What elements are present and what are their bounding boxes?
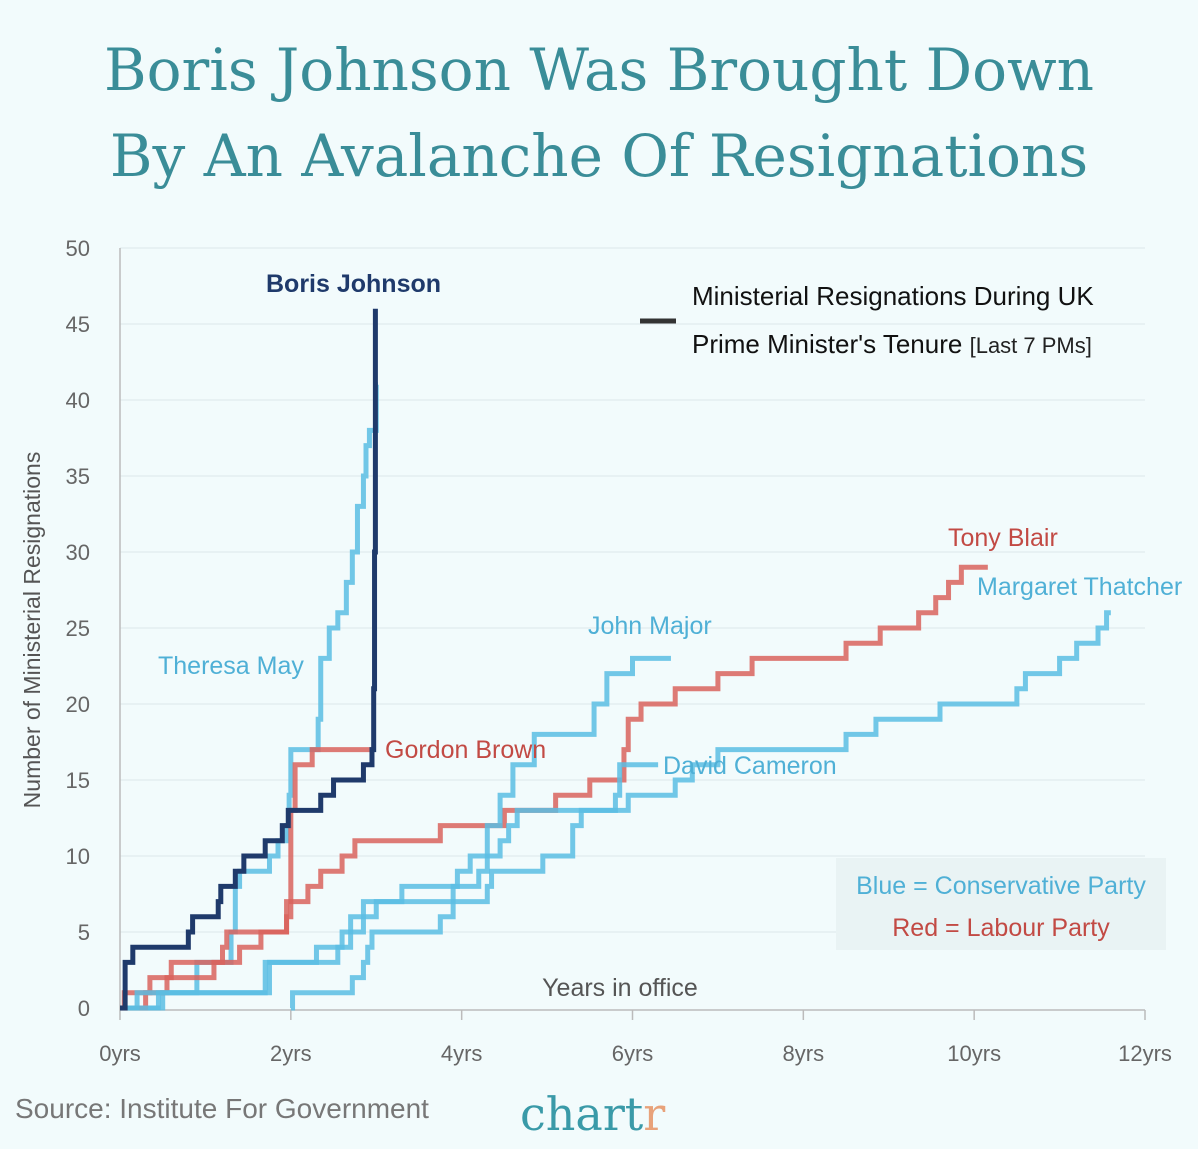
series-lines (120, 308, 1111, 1011)
series-line-john-major (120, 655, 671, 1011)
title-line-2: By An Avalanche Of Resignations (110, 122, 1088, 190)
y-tick-label: 20 (66, 692, 90, 717)
series-line-tony-blair (120, 564, 988, 1011)
y-tick-label: 45 (66, 312, 90, 337)
source-note: Source: Institute For Government (15, 1093, 429, 1124)
x-tick-labels: 0yrs 2yrs 4yrs 6yrs 8yrs 10yrs 12yrs (99, 1010, 1172, 1066)
title-line-1: Boris Johnson Was Brought Down (104, 36, 1094, 104)
series-label-margaret-thatcher: Margaret Thatcher (977, 573, 1182, 601)
x-tick-label: 12yrs (1118, 1041, 1172, 1066)
legend-line-2-text: Prime Minister's Tenure (692, 329, 962, 359)
y-tick-label: 35 (66, 464, 90, 489)
x-tick-label: 0yrs (99, 1041, 141, 1066)
x-tick-label: 6yrs (612, 1041, 654, 1066)
series-line-boris-johnson (120, 308, 378, 1011)
y-tick-label: 5 (78, 920, 90, 945)
legend-line-1: Ministerial Resignations During UK (692, 281, 1094, 311)
series-line-margaret-thatcher (290, 610, 1111, 1011)
y-tick-label: 50 (66, 236, 90, 261)
series-line-theresa-may (120, 382, 379, 1011)
y-tick-label: 15 (66, 768, 90, 793)
y-tick-label: 0 (78, 996, 90, 1021)
y-tick-label: 30 (66, 540, 90, 565)
x-tick-label: 2yrs (270, 1041, 312, 1066)
series-label-boris-johnson: Boris Johnson (266, 270, 441, 298)
y-tick-labels: 0 5 10 15 20 25 30 35 40 45 50 (66, 236, 90, 1021)
party-key-labour: Red = Labour Party (892, 914, 1110, 942)
x-tick-label: 4yrs (441, 1041, 483, 1066)
series-label-tony-blair: Tony Blair (948, 524, 1058, 552)
legend-note: [Last 7 PMs] (970, 333, 1092, 358)
party-key-conservative: Blue = Conservative Party (856, 872, 1146, 900)
y-tick-label: 25 (66, 616, 90, 641)
series-label-david-cameron: David Cameron (663, 752, 837, 780)
series-label-gordon-brown: Gordon Brown (385, 736, 546, 764)
brand-logo: chartr (520, 1087, 665, 1141)
series-line-david-cameron (120, 762, 659, 1011)
series-label-theresa-may: Theresa May (158, 652, 304, 680)
y-tick-label: 10 (66, 844, 90, 869)
series-line-gordon-brown (120, 747, 372, 1011)
series-label-john-major: John Major (588, 612, 712, 640)
brand-logo-accent: r (643, 1087, 665, 1141)
x-axis-label: Years in office (542, 974, 698, 1002)
y-axis-label: Number of Ministerial Resignations (19, 452, 45, 809)
x-tick-label: 8yrs (783, 1041, 825, 1066)
x-tick-label: 10yrs (947, 1041, 1001, 1066)
y-tick-label: 40 (66, 388, 90, 413)
brand-logo-main: chart (520, 1087, 644, 1141)
party-key-box (836, 858, 1166, 950)
legend-line-2: Prime Minister's Tenure [Last 7 PMs] (692, 329, 1092, 359)
